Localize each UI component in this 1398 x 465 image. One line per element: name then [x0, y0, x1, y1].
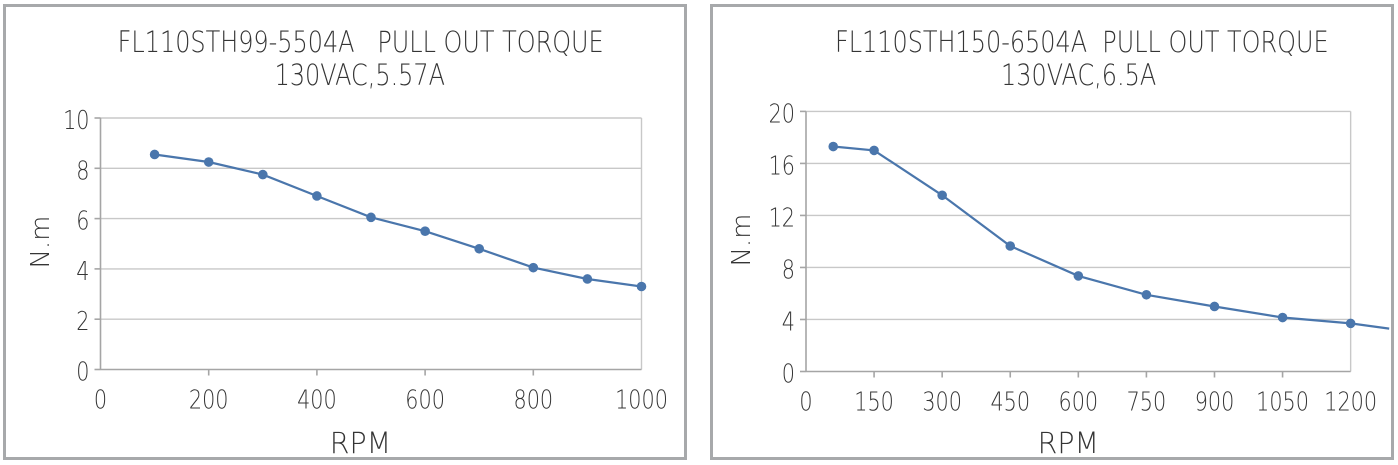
plot-area: 0 4 8 12 16 20 0 150 300 450 600 750 900 1050 1200 — [769, 99, 1390, 418]
y-tick-label-0: 0 — [76, 358, 89, 388]
data-point-marker — [636, 281, 647, 292]
y-tick-label-6: 6 — [76, 207, 89, 237]
x-tick-label-900: 900 — [1195, 388, 1235, 418]
y-tick-label-12: 12 — [769, 203, 795, 233]
y-tick-label-4: 4 — [782, 307, 795, 337]
x-tick-label-750: 750 — [1127, 388, 1167, 418]
chart-panel-left: FL110STH99-5504A PULL OUT TORQUE 130VAC,… — [3, 4, 687, 460]
data-point-marker — [1141, 289, 1152, 300]
x-tick-label-600: 600 — [405, 386, 445, 416]
chart-subtitle: 130VAC,5.57A — [274, 58, 445, 92]
data-point-marker — [1209, 301, 1220, 312]
data-point-marker — [828, 141, 839, 152]
x-axis-title: RPM — [329, 425, 391, 460]
data-point-marker — [869, 145, 879, 156]
data-point-marker — [1277, 312, 1288, 323]
data-point-marker — [258, 169, 268, 180]
y-tick-label-0: 0 — [782, 360, 795, 390]
x-tick-label-0: 0 — [799, 388, 812, 418]
y-tick-label-8: 8 — [76, 156, 89, 186]
y-tick-label-8: 8 — [782, 255, 795, 285]
series-line — [833, 145, 1390, 330]
data-point-marker — [474, 243, 485, 254]
x-tick-label-150: 150 — [854, 388, 894, 418]
x-tick-label-1200: 1200 — [1324, 388, 1377, 418]
x-tick-label-400: 400 — [297, 386, 337, 416]
data-point-marker — [937, 190, 947, 201]
y-tick-label-2: 2 — [76, 307, 89, 337]
x-tick-label-1050: 1050 — [1256, 388, 1309, 418]
data-point-marker — [528, 262, 539, 273]
x-tick-label-600: 600 — [1059, 388, 1099, 418]
y-tick-label-4: 4 — [76, 257, 89, 287]
data-point-marker — [582, 274, 593, 284]
series-line — [154, 153, 642, 288]
x-tick-label-300: 300 — [922, 388, 962, 418]
data-point-marker — [149, 149, 160, 160]
x-tick-label-450: 450 — [990, 388, 1030, 418]
data-point-marker — [420, 226, 430, 236]
data-point-marker — [1073, 271, 1084, 281]
y-tick-label-10: 10 — [63, 106, 89, 136]
y-tick-label-20: 20 — [769, 99, 795, 129]
x-tick-label-200: 200 — [189, 386, 229, 416]
y-tick-label-16: 16 — [769, 151, 795, 181]
plot-area: 0 2 4 6 8 10 0 200 400 600 800 1000 — [63, 106, 668, 416]
x-tick-label-1000: 1000 — [615, 386, 668, 416]
chart-subtitle: 130VAC,6.5A — [1001, 58, 1157, 92]
data-point-marker — [1345, 318, 1356, 329]
data-point-marker — [203, 157, 214, 167]
chart-panel-right: FL110STH150-6504A PULL OUT TORQUE 130VAC… — [710, 4, 1394, 460]
x-axis-title: RPM — [1037, 425, 1100, 460]
x-tick-label-800: 800 — [514, 386, 554, 416]
data-point-marker — [366, 212, 376, 223]
x-tick-label-0: 0 — [94, 386, 107, 416]
data-point-marker — [312, 191, 322, 201]
data-point-marker — [1005, 241, 1016, 251]
